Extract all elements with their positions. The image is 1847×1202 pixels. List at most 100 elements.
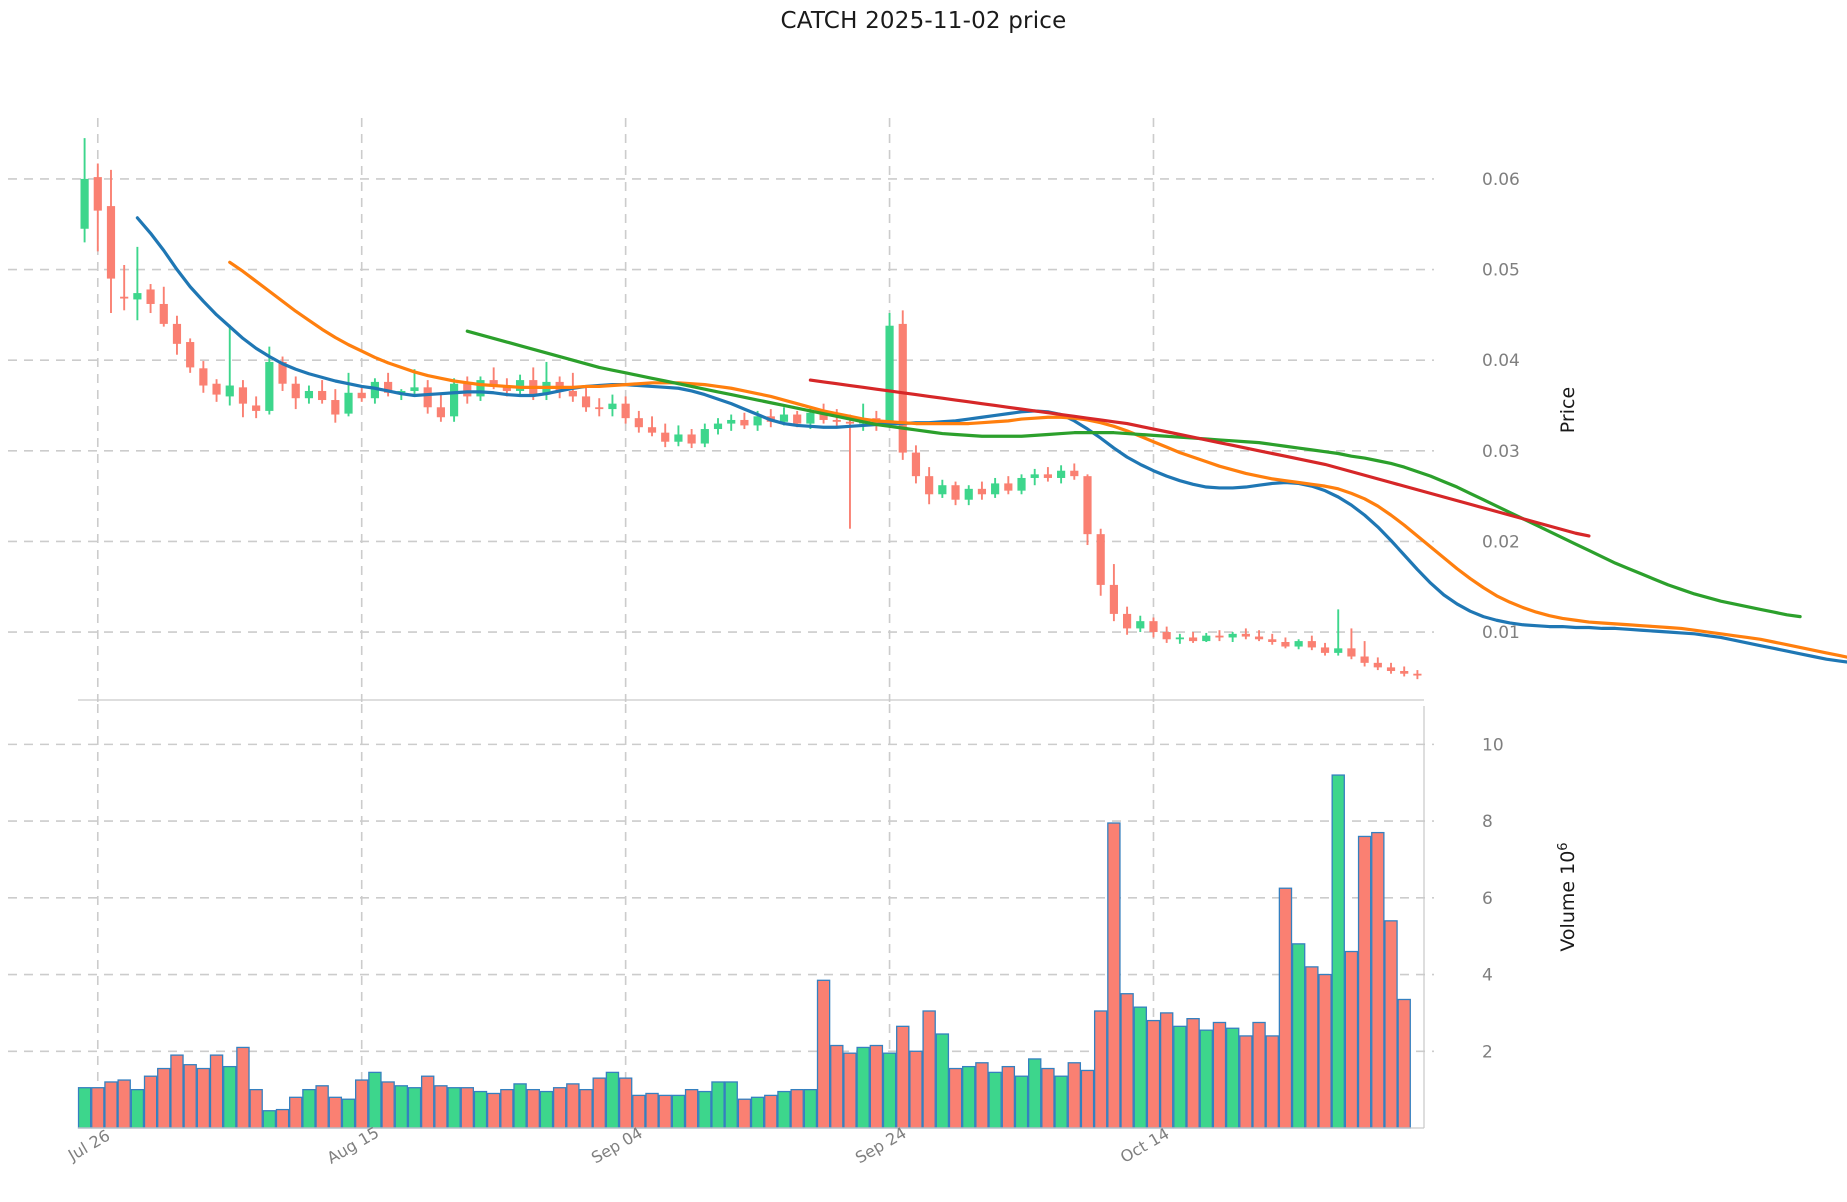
candle-body — [106, 206, 116, 279]
volume-bar — [869, 1044, 884, 1129]
axis-spines — [78, 699, 1425, 1129]
candle-body — [964, 488, 973, 500]
candle-body — [252, 405, 261, 411]
volume-bar — [711, 1081, 725, 1129]
candle-body — [515, 380, 525, 391]
volume-bar — [790, 1088, 804, 1129]
volume-bar — [764, 1094, 778, 1129]
candle-body — [1175, 637, 1184, 640]
volume-bar — [1199, 1029, 1213, 1129]
volume-bar — [566, 1083, 580, 1129]
volume-bar — [302, 1088, 316, 1129]
candle-body — [595, 407, 604, 410]
volume-bar — [935, 1033, 950, 1129]
volume-bar — [988, 1071, 1002, 1129]
candle-body — [779, 414, 789, 422]
volume-bar — [1331, 774, 1345, 1129]
candle-body — [727, 419, 736, 424]
volume-bar — [1225, 1027, 1240, 1129]
candle-body — [621, 403, 630, 419]
volume-bar — [209, 1054, 224, 1129]
candle-body — [463, 383, 472, 397]
volume-bar — [1305, 966, 1319, 1129]
candle-body — [1373, 662, 1382, 668]
candle-body — [172, 323, 182, 344]
volume-bar — [1107, 822, 1121, 1129]
volume-bar — [183, 1064, 197, 1129]
volume-bar — [368, 1071, 382, 1129]
volume-bar — [1067, 1062, 1082, 1129]
volume-bar — [526, 1088, 540, 1129]
volume-bar — [170, 1054, 184, 1129]
volume-bar — [922, 1010, 936, 1129]
price-tick-label: 0.02 — [1482, 532, 1520, 552]
volume-bar — [1041, 1067, 1055, 1129]
x-tick-label: Sep 04 — [588, 1123, 646, 1167]
candle-body — [740, 419, 749, 426]
volume-tick-label: 2 — [1482, 1042, 1493, 1062]
candle-body — [1057, 470, 1066, 478]
volume-bar — [698, 1090, 712, 1129]
volume-bar — [645, 1092, 659, 1129]
volume-bar — [1001, 1065, 1016, 1129]
candle-body — [1004, 483, 1013, 491]
price-tick-label: 0.05 — [1482, 261, 1520, 281]
volume-bar — [223, 1065, 237, 1129]
candle-body — [489, 380, 498, 386]
candle-body — [647, 427, 657, 433]
candle-body — [753, 416, 762, 426]
volume-bar — [236, 1046, 250, 1129]
volume-bar — [816, 979, 831, 1129]
x-tick-label: Oct 14 — [1117, 1124, 1172, 1167]
volume-bar — [975, 1062, 989, 1129]
volume-bar — [579, 1088, 593, 1129]
volume-bar — [909, 1050, 923, 1129]
volume-bar — [289, 1096, 303, 1129]
candle-body — [1043, 474, 1053, 478]
candle-body — [1228, 633, 1237, 638]
volume-bar — [1239, 1035, 1253, 1129]
volume-bar — [1120, 993, 1134, 1129]
candle-body — [1334, 648, 1343, 653]
volume-bar — [434, 1085, 448, 1129]
price-tick-label: 0.03 — [1482, 442, 1520, 462]
moving-average-lines — [135, 216, 1847, 664]
volume-bar — [91, 1087, 105, 1129]
candle-body — [304, 390, 314, 399]
candle-body — [911, 452, 921, 477]
volume-bar — [130, 1088, 145, 1129]
volume-bar — [500, 1088, 514, 1129]
candle-body — [449, 383, 459, 417]
volume-tick-label: 10 — [1482, 735, 1504, 755]
volume-bar — [473, 1090, 488, 1129]
volume-bar — [1291, 943, 1306, 1129]
volume-bar — [948, 1067, 963, 1129]
volume-bar — [684, 1088, 699, 1129]
volume-bar — [1252, 1021, 1266, 1129]
candle-body — [186, 342, 195, 368]
volume-axis-label: Volume 106 — [1556, 842, 1580, 951]
volume-bar — [962, 1065, 976, 1129]
volume-bar — [1014, 1075, 1029, 1129]
volume-bar — [381, 1081, 395, 1129]
candle-body — [1360, 656, 1369, 663]
volume-bar — [77, 1087, 92, 1129]
candle-body — [1254, 636, 1264, 640]
candle-body — [265, 361, 274, 411]
volume-bar — [671, 1094, 686, 1129]
candle-body — [1307, 641, 1316, 648]
volume-bar — [658, 1094, 672, 1129]
candle-body — [1136, 621, 1145, 629]
volume-bar — [196, 1067, 211, 1129]
candle-body — [885, 325, 894, 424]
candle-body — [384, 381, 393, 393]
candle-body — [1096, 534, 1105, 585]
candle-body — [423, 387, 432, 408]
volume-bar — [460, 1087, 475, 1129]
candle-body — [1413, 673, 1422, 676]
volume-bar — [407, 1087, 422, 1129]
candle-body — [819, 412, 828, 420]
candle-body — [1122, 613, 1132, 629]
